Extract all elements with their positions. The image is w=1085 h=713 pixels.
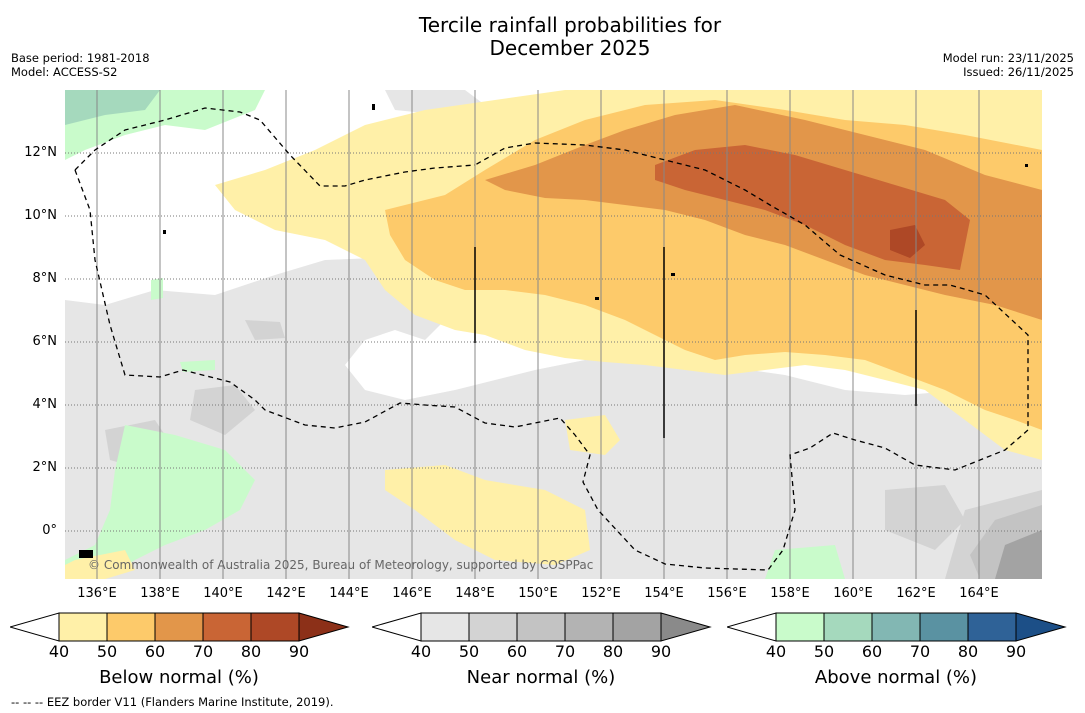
cb-below-title: Below normal (%) [99, 667, 259, 688]
cb-near-tick-90: 90 [650, 642, 672, 661]
cb-below-tick-40: 40 [48, 642, 70, 661]
cb-above-seg-4 [967, 612, 1017, 642]
cb-near-tick-70: 70 [554, 642, 576, 661]
cb-above-tri-high [1015, 612, 1067, 642]
near-normal-region [65, 90, 1042, 579]
lon-label-142e: 142°E [266, 586, 306, 601]
lon-label-150e: 150°E [518, 586, 558, 601]
cb-below-tri-low [10, 612, 60, 642]
cb-below-seg-4 [250, 612, 300, 642]
lon-label-140e: 140°E [203, 586, 243, 601]
copyright-notice: © Commonwealth of Australia 2025, Bureau… [88, 558, 594, 572]
lat-label-8n: 8°N [32, 271, 58, 286]
below-normal-60-70 [485, 105, 1042, 320]
cb-above-seg-2 [871, 612, 921, 642]
cb-above-seg-0 [775, 612, 825, 642]
cb-below-tick-60: 60 [144, 642, 166, 661]
cb-below-tick-90: 90 [288, 642, 310, 661]
lat-label-6n: 6°N [32, 334, 58, 349]
title-line-2: December 2025 [489, 36, 651, 60]
cb-below-seg-0 [58, 612, 108, 642]
cb-above-seg-3 [919, 612, 969, 642]
base-period: Base period: 1981-2018 [11, 51, 150, 65]
cb-near-tri-low [372, 612, 422, 642]
lon-label-136e: 136°E [77, 586, 117, 601]
lat-label-0: 0° [42, 523, 57, 538]
lon-label-162e: 162°E [896, 586, 936, 601]
lat-label-12n: 12°N [24, 145, 57, 160]
lon-label-160e: 160°E [833, 586, 873, 601]
marker-lines [474, 247, 917, 438]
cb-below-seg-3 [202, 612, 252, 642]
map-title: Tercile rainfall probabilities for Decem… [0, 14, 1085, 60]
eez-border [74, 107, 1029, 571]
lon-label-144e: 144°E [329, 586, 369, 601]
lon-label-138e: 138°E [140, 586, 180, 601]
cb-above-tick-60: 60 [861, 642, 883, 661]
cb-above-tick-70: 70 [909, 642, 931, 661]
cb-below-tick-80: 80 [240, 642, 262, 661]
cb-near-tick-80: 80 [602, 642, 624, 661]
title-line-1: Tercile rainfall probabilities for [418, 13, 722, 37]
cb-near-seg-4 [612, 612, 662, 642]
cb-below-tick-50: 50 [96, 642, 118, 661]
cb-above-tri-low [727, 612, 777, 642]
lat-label-10n: 10°N [24, 208, 57, 223]
cb-above-seg-1 [823, 612, 873, 642]
cb-above-tick-90: 90 [1005, 642, 1027, 661]
lon-label-158e: 158°E [770, 586, 810, 601]
cb-near-seg-1 [468, 612, 518, 642]
cb-near-tick-60: 60 [506, 642, 528, 661]
map-graticule [65, 152, 1042, 532]
lat-label-4n: 4°N [32, 397, 58, 412]
issued-date: Issued: 26/11/2025 [963, 65, 1074, 79]
meridian-lines [96, 90, 980, 579]
metadata-left: Base period: 1981-2018 Model: ACCESS-S2 [11, 51, 150, 79]
lon-label-152e: 152°E [581, 586, 621, 601]
cb-near-tick-40: 40 [410, 642, 432, 661]
cb-near-tick-50: 50 [458, 642, 480, 661]
cb-above-tick-80: 80 [957, 642, 979, 661]
cb-below-seg-2 [154, 612, 204, 642]
cb-near-title: Near normal (%) [466, 667, 616, 688]
cb-below-seg-1 [106, 612, 156, 642]
model-name: Model: ACCESS-S2 [11, 65, 118, 79]
lon-label-154e: 154°E [644, 586, 684, 601]
eez-legend-note: -- -- -- EEZ border V11 (Flanders Marine… [11, 695, 334, 709]
colorbar-near-normal [372, 612, 712, 642]
cb-above-tick-40: 40 [765, 642, 787, 661]
cb-below-tri-high [298, 612, 350, 642]
rainfall-map [65, 90, 1042, 579]
colorbar-below-normal [10, 612, 350, 642]
model-run: Model run: 23/11/2025 [942, 51, 1074, 65]
colorbar-above-normal [727, 612, 1067, 642]
lon-label-164e: 164°E [959, 586, 999, 601]
lon-label-146e: 146°E [392, 586, 432, 601]
cb-near-seg-0 [420, 612, 470, 642]
lon-label-156e: 156°E [707, 586, 747, 601]
island-markers [79, 104, 1028, 558]
cb-near-tri-high [660, 612, 712, 642]
metadata-right: Model run: 23/11/2025 Issued: 26/11/2025 [943, 51, 1074, 79]
lat-label-2n: 2°N [32, 460, 58, 475]
lon-label-148e: 148°E [455, 586, 495, 601]
cb-near-seg-2 [516, 612, 566, 642]
cb-near-seg-3 [564, 612, 614, 642]
cb-above-tick-50: 50 [813, 642, 835, 661]
cb-below-tick-70: 70 [192, 642, 214, 661]
cb-above-title: Above normal (%) [814, 667, 978, 688]
